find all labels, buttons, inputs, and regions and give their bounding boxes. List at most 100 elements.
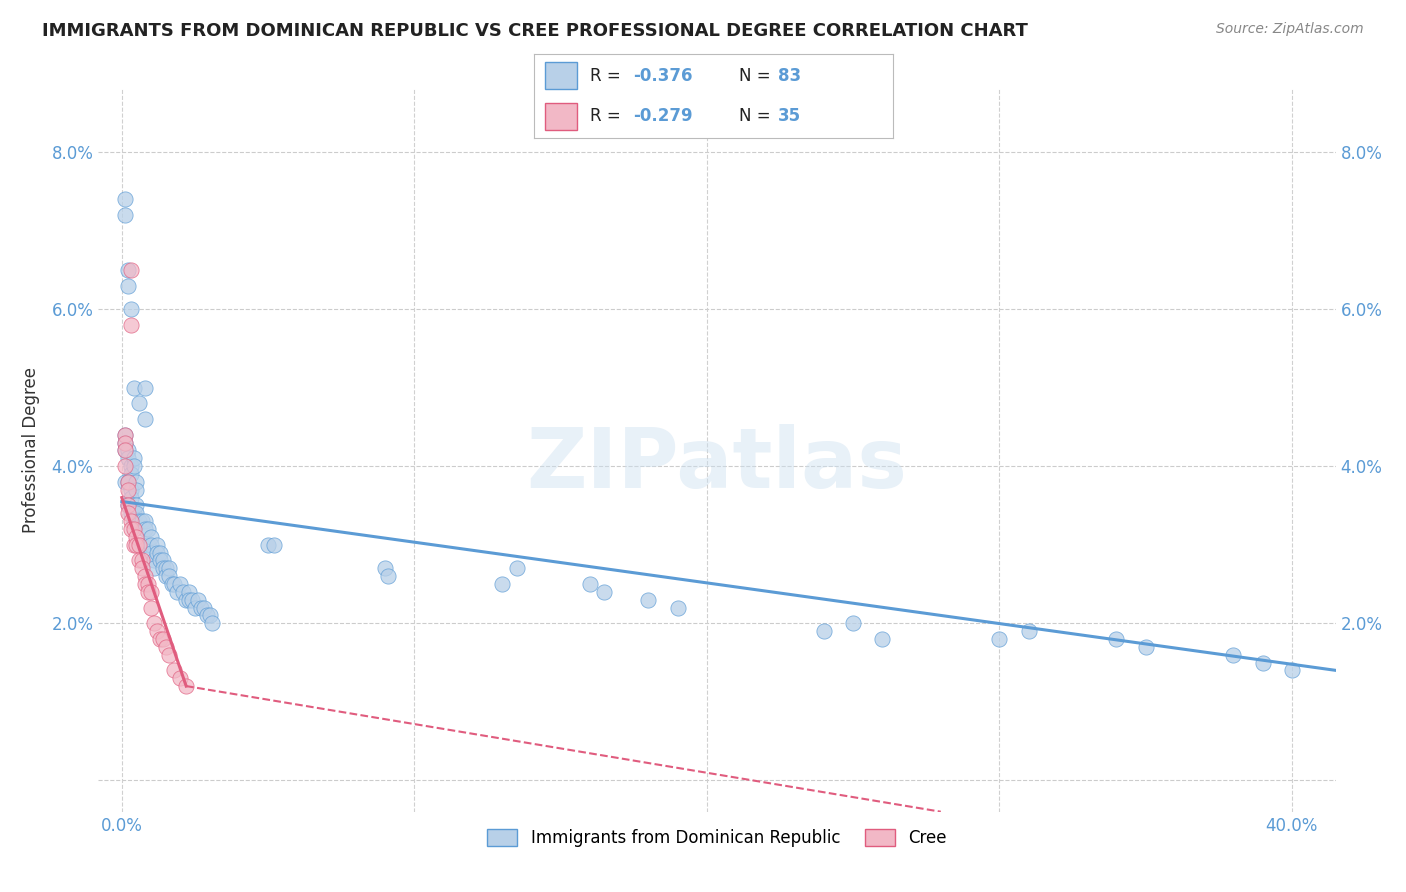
- Point: [117, 475, 139, 489]
- Point: [120, 483, 142, 497]
- Point: [125, 483, 148, 497]
- Point: [139, 600, 162, 615]
- Point: [172, 584, 194, 599]
- Point: [155, 640, 177, 654]
- Point: [117, 506, 139, 520]
- Legend: Immigrants from Dominican Republic, Cree: Immigrants from Dominican Republic, Cree: [481, 822, 953, 854]
- Point: [155, 561, 177, 575]
- Point: [184, 600, 207, 615]
- Point: [177, 592, 200, 607]
- Point: [136, 584, 159, 599]
- Text: ZIPatlas: ZIPatlas: [527, 425, 907, 506]
- Point: [114, 435, 136, 450]
- Point: [125, 506, 148, 520]
- Point: [125, 530, 148, 544]
- Point: [114, 435, 136, 450]
- Point: [201, 616, 224, 631]
- Point: [149, 632, 172, 646]
- Point: [117, 483, 139, 497]
- Point: [593, 584, 616, 599]
- Point: [157, 561, 180, 575]
- Point: [177, 584, 200, 599]
- Text: -0.279: -0.279: [633, 107, 693, 125]
- Point: [122, 381, 145, 395]
- Point: [169, 671, 191, 685]
- Point: [263, 538, 285, 552]
- Point: [128, 514, 150, 528]
- Point: [120, 522, 142, 536]
- Point: [1135, 640, 1157, 654]
- Point: [122, 459, 145, 474]
- Y-axis label: Professional Degree: Professional Degree: [22, 368, 41, 533]
- Point: [114, 427, 136, 442]
- Point: [120, 467, 142, 481]
- Point: [114, 192, 136, 206]
- Point: [120, 506, 142, 520]
- Point: [134, 412, 156, 426]
- Point: [155, 569, 177, 583]
- Point: [114, 475, 136, 489]
- Text: 83: 83: [778, 67, 801, 85]
- Point: [117, 475, 139, 489]
- Point: [120, 302, 142, 317]
- Point: [128, 538, 150, 552]
- Point: [198, 608, 221, 623]
- Point: [131, 553, 153, 567]
- Point: [131, 561, 153, 575]
- Point: [174, 679, 197, 693]
- Point: [169, 577, 191, 591]
- Point: [139, 545, 162, 559]
- Point: [146, 624, 169, 639]
- Point: [134, 577, 156, 591]
- Point: [114, 443, 136, 458]
- Point: [120, 459, 142, 474]
- Point: [114, 208, 136, 222]
- Point: [136, 538, 159, 552]
- Point: [134, 514, 156, 528]
- Point: [157, 648, 180, 662]
- Point: [117, 499, 139, 513]
- Point: [190, 600, 212, 615]
- Point: [120, 514, 142, 528]
- Point: [125, 499, 148, 513]
- Point: [134, 569, 156, 583]
- Point: [131, 514, 153, 528]
- Point: [174, 592, 197, 607]
- Point: [1105, 632, 1128, 646]
- FancyBboxPatch shape: [546, 62, 578, 89]
- Point: [122, 538, 145, 552]
- Point: [143, 616, 166, 631]
- Point: [195, 608, 218, 623]
- Point: [157, 569, 180, 583]
- Point: [666, 600, 689, 615]
- Text: IMMIGRANTS FROM DOMINICAN REPUBLIC VS CREE PROFESSIONAL DEGREE CORRELATION CHART: IMMIGRANTS FROM DOMINICAN REPUBLIC VS CR…: [42, 22, 1028, 40]
- Point: [143, 553, 166, 567]
- Point: [988, 632, 1011, 646]
- Point: [117, 499, 139, 513]
- Point: [1222, 648, 1244, 662]
- Point: [160, 577, 183, 591]
- Point: [117, 278, 139, 293]
- Point: [134, 522, 156, 536]
- FancyBboxPatch shape: [546, 103, 578, 130]
- Point: [114, 427, 136, 442]
- Point: [128, 396, 150, 410]
- Point: [813, 624, 835, 639]
- Point: [1251, 656, 1274, 670]
- Point: [187, 592, 209, 607]
- Point: [377, 569, 399, 583]
- Point: [117, 262, 139, 277]
- Text: R =: R =: [591, 67, 626, 85]
- Point: [120, 262, 142, 277]
- Point: [257, 538, 280, 552]
- Text: R =: R =: [591, 107, 626, 125]
- Point: [579, 577, 602, 591]
- Point: [117, 443, 139, 458]
- Point: [872, 632, 894, 646]
- Point: [120, 318, 142, 332]
- Point: [193, 600, 215, 615]
- Point: [139, 584, 162, 599]
- Text: N =: N =: [738, 67, 776, 85]
- Point: [842, 616, 865, 631]
- Point: [163, 577, 186, 591]
